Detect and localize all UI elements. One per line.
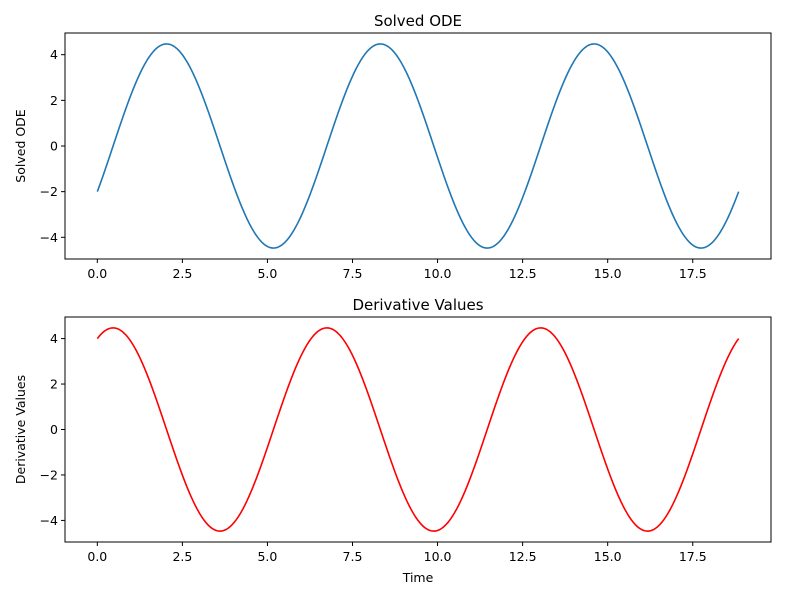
y-tick-label: 2: [50, 93, 58, 108]
x-tick-label: 15.0: [594, 549, 622, 564]
series-line: [96, 43, 740, 249]
x-tick-label: 7.5: [343, 266, 363, 281]
x-tick-label: 0.0: [87, 266, 107, 281]
subplot-solved-ode: Solved ODE Solved ODE 0.0 2.5 5.0 7.5 10.0 12…: [13, 12, 772, 281]
axis-ticks: 0.0 2.5 5.0 7.5 10.0 12.5 15.0 17.5 −4 −2 0 2 4: [40, 331, 707, 564]
y-axis-label: Solved ODE: [13, 109, 28, 183]
series-line: [96, 327, 740, 532]
x-tick-label: 2.5: [172, 549, 192, 564]
x-tick-label: 10.0: [424, 549, 452, 564]
plot-area: [64, 32, 772, 260]
y-tick-label: −2: [40, 467, 58, 482]
chart-title: Solved ODE: [374, 12, 462, 30]
chart-title: Derivative Values: [352, 296, 483, 314]
x-tick-label: 5.0: [257, 266, 277, 281]
x-tick-label: 7.5: [343, 549, 363, 564]
y-axis-label: Derivative Values: [13, 375, 28, 484]
y-tick-label: 4: [50, 331, 58, 346]
x-tick-label: 2.5: [172, 266, 192, 281]
x-tick-label: 15.0: [594, 266, 622, 281]
x-tick-label: 12.5: [509, 266, 537, 281]
x-axis-label: Time: [402, 570, 434, 585]
plot-area: [64, 316, 772, 543]
y-tick-label: 2: [50, 377, 58, 392]
x-tick-label: 0.0: [87, 549, 107, 564]
x-tick-label: 10.0: [424, 266, 452, 281]
x-tick-label: 17.5: [679, 549, 707, 564]
x-tick-label: 12.5: [509, 549, 537, 564]
y-tick-label: −2: [40, 184, 58, 199]
x-tick-label: 5.0: [257, 549, 277, 564]
y-tick-label: −4: [40, 513, 58, 528]
subplot-derivative-values: Derivative Values Derivative Values Time…: [13, 296, 772, 585]
y-tick-label: 0: [50, 422, 58, 437]
y-tick-label: 4: [50, 47, 58, 62]
axis-ticks: 0.0 2.5 5.0 7.5 10.0 12.5 15.0 17.5 −4 −2 0 2 4: [40, 47, 707, 281]
y-tick-label: 0: [50, 139, 58, 154]
x-tick-label: 17.5: [679, 266, 707, 281]
y-tick-label: −4: [40, 230, 58, 245]
